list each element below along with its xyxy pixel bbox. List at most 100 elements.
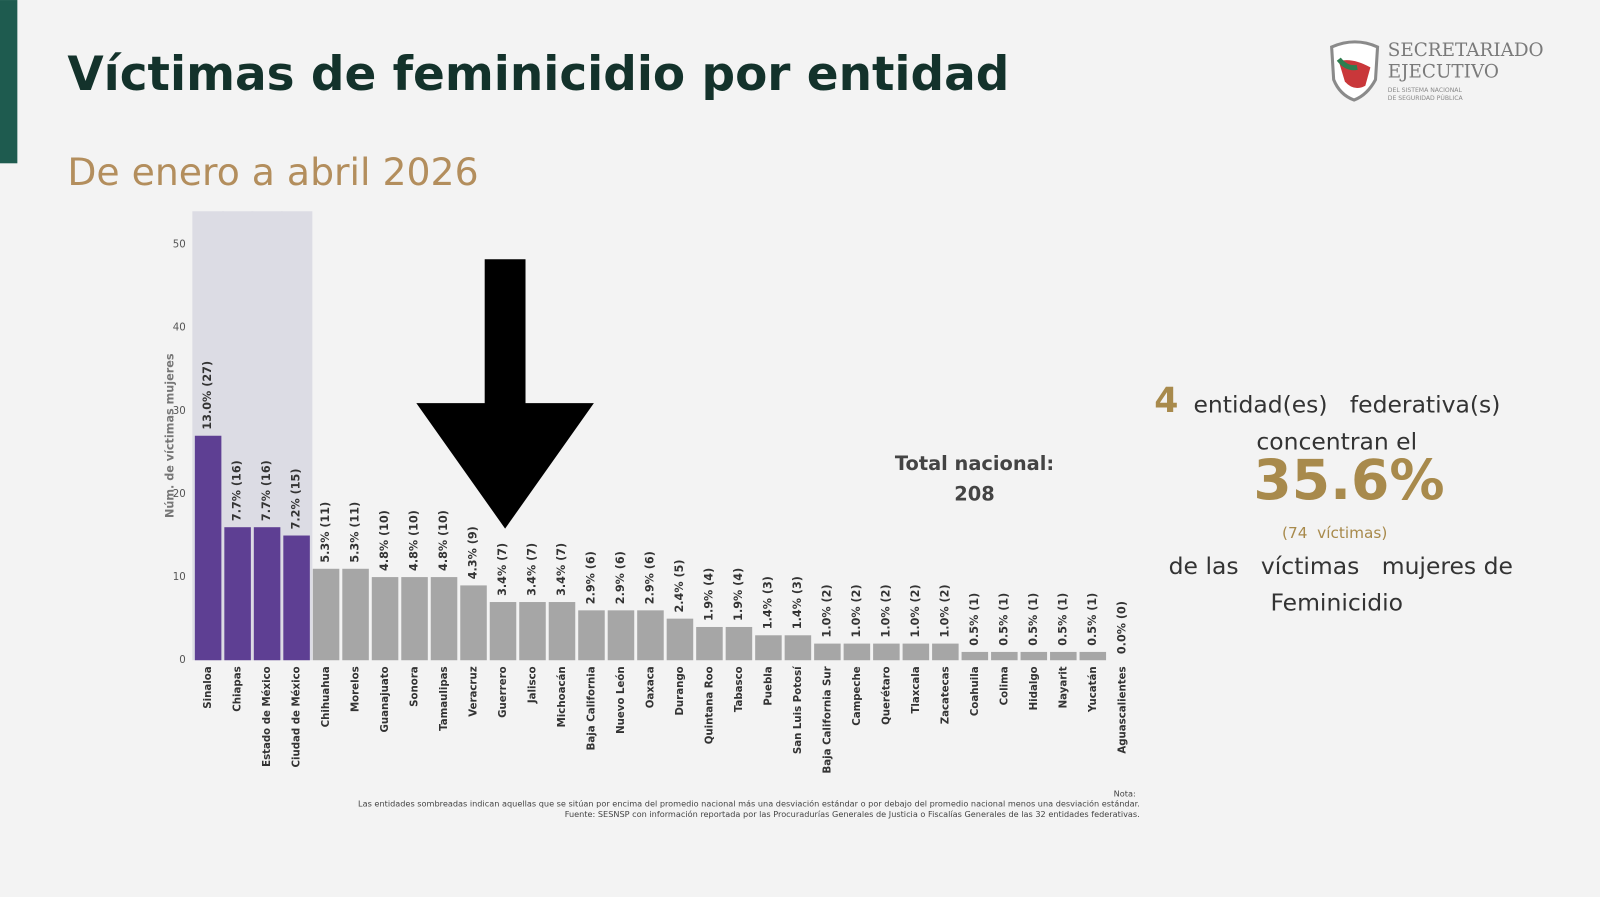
x-tick-label: Puebla — [763, 666, 774, 705]
value-label: 4.8% (10) — [378, 510, 391, 571]
bar — [489, 602, 517, 661]
subtitle: De enero a abril 2026 — [67, 150, 478, 194]
value-label: 3.4% (7) — [526, 543, 539, 596]
y-tick-label: 0 — [179, 655, 185, 666]
value-label: 7.7% (16) — [260, 460, 273, 521]
bar — [932, 643, 959, 661]
logo-map-green — [1336, 57, 1358, 71]
value-label: 1.0% (2) — [850, 584, 863, 637]
x-tick-label: Coahuila — [970, 666, 981, 716]
value-label: 5.3% (11) — [319, 502, 332, 563]
x-tick-label: Colima — [999, 666, 1010, 705]
chart: 0 10 20 30 40 50 Núm. de víctimas mujeres 13.0%… — [163, 211, 1128, 773]
total-value: 208 — [954, 482, 994, 505]
value-label: 1.0% (2) — [879, 584, 892, 637]
summary-count: 4 — [1154, 381, 1178, 421]
value-label: 1.9% (4) — [732, 568, 745, 621]
value-label: 1.4% (3) — [761, 576, 774, 629]
summary-victims: (74 víctimas) — [1282, 524, 1387, 542]
bar — [1050, 651, 1077, 661]
bar — [784, 635, 812, 661]
bar — [194, 435, 222, 661]
value-label: 0.5% (1) — [1027, 593, 1040, 646]
bar — [843, 643, 871, 661]
logo-text: DE SEGURIDAD PÚBLICA — [1388, 93, 1464, 102]
value-label: 1.9% (4) — [702, 568, 715, 621]
y-tick-label: 20 — [173, 489, 186, 500]
x-tick-label: Campeche — [852, 666, 863, 725]
x-tick-label: Querétaro — [880, 666, 892, 725]
bar — [578, 610, 605, 661]
note-source: Fuente: SESNSP con información reportada… — [565, 809, 1140, 819]
total-label: Total nacional: — [895, 452, 1054, 475]
summary-text: Feminicidio — [1270, 589, 1403, 617]
x-tick-label: Ciudad de México — [291, 666, 303, 767]
summary-percent: 35.6% — [1253, 448, 1444, 512]
bar — [253, 527, 281, 661]
x-tick-label: Tamaulipas — [439, 666, 450, 730]
value-label: 13.0% (27) — [201, 361, 214, 430]
logo-text: SECRETARIADO — [1388, 40, 1544, 61]
bar — [371, 577, 399, 661]
bar — [961, 651, 989, 661]
x-tick-label: Sinaloa — [203, 666, 214, 708]
x-tick-label: Baja California — [586, 666, 597, 750]
arrow — [416, 259, 594, 529]
note-heading: Nota: — [1114, 788, 1136, 798]
logo-text: DEL SISTEMA NACIONAL — [1388, 87, 1463, 94]
bar — [637, 610, 664, 661]
value-label: 2.9% (6) — [614, 551, 627, 604]
bar — [401, 577, 428, 661]
y-tick-label: 50 — [173, 240, 186, 251]
value-label: 1.0% (2) — [820, 584, 833, 637]
x-tick-label: Estado de México — [261, 666, 273, 767]
value-label: 0.5% (1) — [1056, 593, 1069, 646]
x-tick-label: Guerrero — [498, 666, 509, 718]
value-label: 0.0% (0) — [1115, 601, 1128, 654]
y-tick-label: 10 — [173, 572, 186, 583]
x-tick-label: San Luis Potosí — [792, 666, 804, 754]
x-tick-label: Michoacán — [556, 666, 568, 727]
value-label: 0.5% (1) — [968, 593, 981, 646]
x-tick-label: Yucatán — [1087, 666, 1099, 713]
bar — [607, 610, 635, 661]
value-label: 4.3% (9) — [467, 526, 480, 579]
bar — [1020, 651, 1048, 661]
x-tick-label: Nuevo León — [615, 666, 627, 734]
bar — [755, 635, 782, 661]
x-tick-label: Tabasco — [734, 666, 745, 712]
x-tick-label: Chiapas — [233, 666, 244, 711]
accent-bar — [0, 0, 18, 164]
x-tick-label: Durango — [675, 666, 686, 715]
x-tick-label: Jalisco — [528, 666, 539, 704]
x-tick-label: Chihuahua — [321, 666, 332, 727]
value-label: 2.9% (6) — [584, 551, 597, 604]
value-label: 4.8% (10) — [408, 510, 421, 571]
bar — [814, 643, 841, 661]
y-axis-label: Núm. de víctimas mujeres — [163, 353, 176, 518]
value-label: 0.5% (1) — [997, 593, 1010, 646]
value-label: 3.4% (7) — [496, 543, 509, 596]
value-label: 0.5% (1) — [1086, 593, 1099, 646]
logo: SECRETARIADO EJECUTIVO DEL SISTEMA NACIO… — [1330, 40, 1544, 102]
summary-text: entidad(es) federativa(s) — [1193, 391, 1500, 419]
x-tick-label: Guanajuato — [380, 666, 391, 732]
value-label: 1.4% (3) — [791, 576, 804, 629]
bar — [902, 643, 930, 661]
y-tick-label: 30 — [173, 406, 186, 417]
bar — [725, 626, 753, 661]
summary-text: concentran el — [1256, 427, 1417, 455]
bar — [224, 527, 251, 661]
x-tick-label: Nayarit — [1058, 666, 1069, 708]
x-tick-label: Baja California Sur — [822, 666, 833, 773]
x-tick-label: Morelos — [351, 666, 362, 712]
x-tick-label: Quintana Roo — [704, 666, 715, 744]
value-label: 1.0% (2) — [909, 584, 922, 637]
bar — [460, 585, 487, 661]
bar — [1079, 651, 1107, 661]
bar — [312, 568, 340, 661]
bar — [696, 626, 723, 661]
value-label: 7.7% (16) — [231, 460, 244, 521]
